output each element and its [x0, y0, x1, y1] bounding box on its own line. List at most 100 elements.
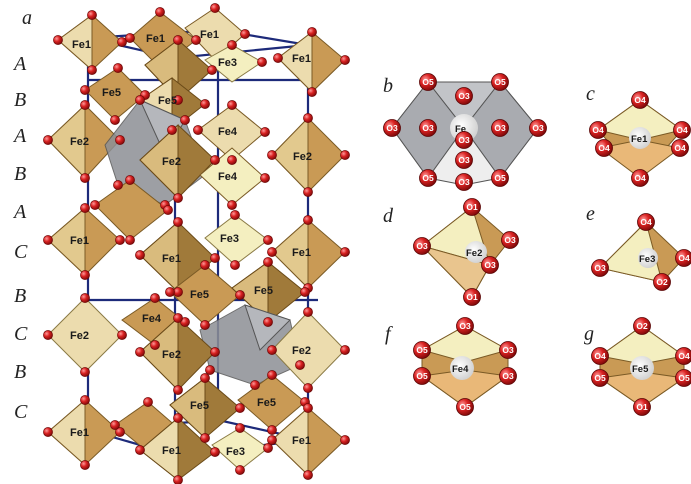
- oxygen-atom: [43, 135, 53, 145]
- labeled-oxygen-atom: O3: [591, 259, 609, 277]
- oxygen-atom: [173, 313, 183, 323]
- oxygen-sphere: [499, 341, 517, 359]
- oxygen-label: O1: [466, 202, 478, 212]
- oxygen-label: O5: [594, 373, 606, 383]
- site-label: Fe2: [70, 330, 89, 342]
- oxygen-atom: [303, 307, 313, 317]
- oxygen-sphere: [595, 139, 613, 157]
- panel-f-polyhedron: f Fe4: [385, 323, 510, 408]
- oxygen-atom: [260, 127, 270, 137]
- oxygen-atom: [150, 293, 160, 303]
- stacking-letter: A: [12, 53, 27, 75]
- oxygen-sphere: [455, 151, 473, 169]
- oxygen-label: O4: [634, 173, 646, 183]
- labeled-oxygen-atom: O3: [419, 119, 437, 137]
- oxygen-atom: [80, 395, 90, 405]
- site-label: Fe1: [292, 247, 311, 259]
- labeled-oxygen-atom: O4: [637, 213, 655, 231]
- center-atom-label: Fe: [455, 124, 466, 135]
- site-label: Fe1: [162, 253, 181, 265]
- oxygen-label: O5: [494, 77, 506, 87]
- oxygen-atom: [227, 40, 237, 50]
- labeled-oxygen-atom: O3: [501, 231, 519, 249]
- panel-a-structure: Fe1 Fe1 Fe1 Fe1 Fe3 Fe5 Fe5 Fe2 Fe2 Fe2 …: [43, 3, 350, 484]
- oxygen-label: O3: [458, 91, 470, 101]
- labeled-oxygen-atom: O3: [455, 173, 473, 191]
- panel-label-e: e: [586, 203, 595, 225]
- oxygen-atom: [303, 470, 313, 480]
- oxygen-atom: [117, 330, 127, 340]
- oxygen-atom: [300, 287, 310, 297]
- oxygen-atom: [263, 235, 273, 245]
- oxygen-sphere: [631, 169, 649, 187]
- oxygen-atom: [90, 200, 100, 210]
- oxygen-sphere: [675, 249, 691, 267]
- oxygen-atom: [267, 435, 277, 445]
- oxygen-sphere: [491, 169, 509, 187]
- oxygen-label: O3: [484, 260, 496, 270]
- oxygen-label: O3: [502, 345, 514, 355]
- labeled-oxygen-atom: O4: [591, 347, 609, 365]
- site-label: Fe3: [220, 233, 239, 245]
- oxygen-sphere: [529, 119, 547, 137]
- oxygen-atom: [80, 85, 90, 95]
- center-atom-label: Fe1: [631, 134, 648, 145]
- oxygen-atom: [135, 250, 145, 260]
- oxygen-atom: [227, 155, 237, 165]
- oxygen-label: O3: [422, 123, 434, 133]
- labeled-oxygen-atom: O4: [631, 91, 649, 109]
- site-label: Fe1: [162, 445, 181, 457]
- top-octahedra-row: [57, 7, 346, 132]
- stacking-letter: B: [14, 89, 26, 111]
- oxygen-atom: [267, 150, 277, 160]
- oxygen-label: O4: [598, 143, 610, 153]
- labeled-oxygen-atom: O3: [455, 131, 473, 149]
- oxygen-label: O4: [678, 253, 690, 263]
- oxygen-label: O4: [592, 125, 604, 135]
- oxygen-atom: [191, 35, 201, 45]
- stacking-sequence: A B A B A C B C B C: [12, 53, 28, 423]
- labeled-oxygen-atom: O4: [673, 121, 691, 139]
- oxygen-atom: [135, 95, 145, 105]
- oxygen-atom: [80, 173, 90, 183]
- oxygen-sphere: [413, 341, 431, 359]
- oxygen-atom: [303, 113, 313, 123]
- oxygen-label: O5: [422, 173, 434, 183]
- oxygen-sphere: [591, 259, 609, 277]
- site-label: Fe5: [102, 87, 121, 99]
- oxygen-sphere: [631, 91, 649, 109]
- labeled-oxygen-atom: O1: [463, 288, 481, 306]
- site-label: Fe3: [226, 446, 245, 458]
- oxygen-sphere: [455, 131, 473, 149]
- oxygen-label: O4: [634, 95, 646, 105]
- oxygen-atom: [125, 235, 135, 245]
- oxygen-atom: [80, 270, 90, 280]
- oxygen-atom: [200, 373, 210, 383]
- oxygen-label: O4: [640, 217, 652, 227]
- labeled-oxygen-atom: O3: [455, 87, 473, 105]
- oxygen-label: O4: [594, 351, 606, 361]
- oxygen-atom: [155, 7, 165, 17]
- oxygen-atom: [303, 383, 313, 393]
- oxygen-atom: [340, 150, 350, 160]
- oxygen-atom: [340, 435, 350, 445]
- site-label: Fe3: [218, 57, 237, 69]
- oxygen-atom: [230, 210, 240, 220]
- labeled-oxygen-atom: O1: [633, 398, 651, 416]
- oxygen-atom: [240, 29, 250, 39]
- site-label: Fe4: [142, 313, 162, 325]
- labeled-oxygen-atom: O5: [419, 169, 437, 187]
- oxygen-label: O1: [466, 292, 478, 302]
- oxygen-sphere: [481, 256, 499, 274]
- oxygen-atom: [115, 427, 125, 437]
- panel-label-f: f: [385, 323, 393, 345]
- oxygen-label: O4: [678, 351, 690, 361]
- bottom-row: [47, 374, 346, 482]
- oxygen-atom: [43, 330, 53, 340]
- labeled-oxygen-atom: O2: [653, 273, 671, 291]
- oxygen-sphere: [671, 139, 689, 157]
- oxygen-label: O4: [676, 125, 688, 135]
- oxygen-atom: [267, 247, 277, 257]
- structure-oxygen-atoms: [43, 3, 350, 484]
- oxygen-label: O4: [674, 143, 686, 153]
